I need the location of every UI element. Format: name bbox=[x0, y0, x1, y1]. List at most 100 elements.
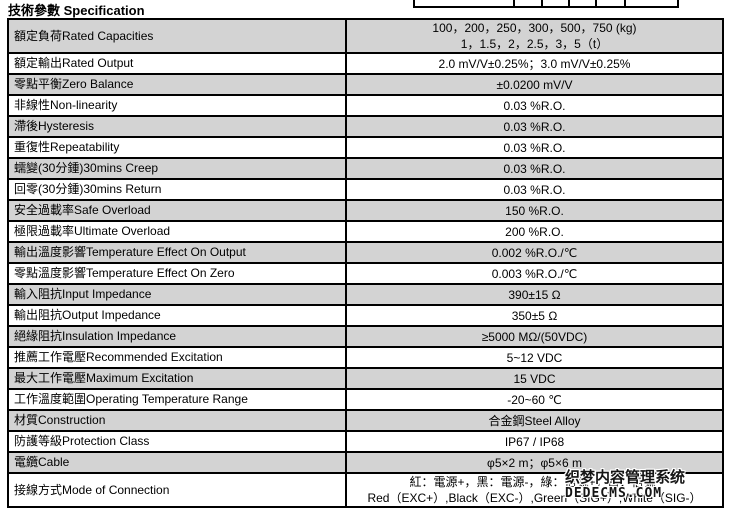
spec-row: 零點溫度影響Temperature Effect On Zero 0.003 %R… bbox=[7, 262, 724, 285]
spec-value-cell: 紅：電源+，黑：電源-，綠：信號+，白：信號- Red（EXC+）,Black（E… bbox=[345, 472, 724, 508]
spec-row: 安全過載率Safe Overload 150 %R.O. bbox=[7, 199, 724, 222]
spec-label-cell: 滯後Hysteresis bbox=[7, 115, 347, 138]
spec-label-cell: 蠕變(30分鍾)30mins Creep bbox=[7, 157, 347, 180]
spec-row: 滯後Hysteresis 0.03 %R.O. bbox=[7, 115, 724, 138]
spec-value-line: 5~12 VDC bbox=[506, 350, 563, 365]
spec-row: 極限過載率Ultimate Overload 200 %R.O. bbox=[7, 220, 724, 243]
spec-value-cell: 合金鋼Steel Alloy bbox=[345, 409, 724, 432]
spec-label-cell: 輸出阻抗Output Impedance bbox=[7, 304, 347, 327]
spec-value-cell: 150 %R.O. bbox=[345, 199, 724, 222]
spec-value-cell: 100，200，250，300，500，750 (kg) 1，1.5，2，2.5，… bbox=[345, 18, 724, 54]
spec-label-cell: 零點溫度影響Temperature Effect On Zero bbox=[7, 262, 347, 285]
spec-label-cell: 電纜Cable bbox=[7, 451, 347, 474]
spec-row: 防護等級Protection Class IP67 / IP68 bbox=[7, 430, 724, 453]
spec-value-cell: 0.03 %R.O. bbox=[345, 136, 724, 159]
cut-off-table-divider bbox=[513, 0, 515, 6]
spec-value-line: ±0.0200 mV/V bbox=[496, 77, 573, 92]
spec-label-cell: 非線性Non-linearity bbox=[7, 94, 347, 117]
spec-row: 電纜Cable φ5×2 m；φ5×6 m bbox=[7, 451, 724, 474]
spec-row: 重復性Repeatability 0.03 %R.O. bbox=[7, 136, 724, 159]
cut-off-table-divider bbox=[413, 0, 415, 6]
spec-value-cell: 0.003 %R.O./℃ bbox=[345, 262, 724, 285]
spec-value-cell: 0.002 %R.O./℃ bbox=[345, 241, 724, 264]
spec-value-cell: 15 VDC bbox=[345, 367, 724, 390]
spec-label-cell: 輸出溫度影響Temperature Effect On Output bbox=[7, 241, 347, 264]
spec-value-line: 100，200，250，300，500，750 (kg) bbox=[432, 21, 637, 35]
spec-row: 最大工作電壓Maximum Excitation 15 VDC bbox=[7, 367, 724, 390]
spec-label-cell: 防護等級Protection Class bbox=[7, 430, 347, 453]
spec-value-line: ≥5000 MΩ/(50VDC) bbox=[481, 329, 588, 344]
spec-row: 非線性Non-linearity 0.03 %R.O. bbox=[7, 94, 724, 117]
page-title: 技術參數 Specification bbox=[8, 3, 145, 18]
spec-row: 推薦工作電壓Recommended Excitation 5~12 VDC bbox=[7, 346, 724, 369]
spec-row: 絕緣阻抗Insulation Impedance ≥5000 MΩ/(50VDC) bbox=[7, 325, 724, 348]
spec-value-cell: 0.03 %R.O. bbox=[345, 157, 724, 180]
spec-row: 蠕變(30分鍾)30mins Creep 0.03 %R.O. bbox=[7, 157, 724, 180]
spec-value-cell: φ5×2 m；φ5×6 m bbox=[345, 451, 724, 474]
cut-off-table-divider bbox=[568, 0, 570, 6]
spec-value-line: 0.03 %R.O. bbox=[503, 98, 566, 113]
spec-label-cell: 工作溫度範圍Operating Temperature Range bbox=[7, 388, 347, 411]
spec-value-line: 350±5 Ω bbox=[511, 308, 558, 323]
spec-value-line: 2.0 mV/V±0.25%；3.0 mV/V±0.25% bbox=[438, 56, 631, 71]
spec-value-line: 0.03 %R.O. bbox=[503, 182, 566, 197]
cut-off-table-divider bbox=[541, 0, 543, 6]
spec-row: 輸出阻抗Output Impedance 350±5 Ω bbox=[7, 304, 724, 327]
spec-value-line: 0.03 %R.O. bbox=[503, 119, 566, 134]
spec-row: 額定負荷Rated Capacities 100，200，250，300，500，… bbox=[7, 18, 724, 54]
spec-value-line: 合金鋼Steel Alloy bbox=[488, 413, 581, 428]
spec-value-line: 390±15 Ω bbox=[508, 287, 561, 302]
specification-table: 額定負荷Rated Capacities 100，200，250，300，500，… bbox=[7, 18, 724, 508]
spec-value-cell: 390±15 Ω bbox=[345, 283, 724, 306]
watermark-text-cn: 织梦内容管理系统 bbox=[565, 469, 686, 486]
specification-table-body: 額定負荷Rated Capacities 100，200，250，300，500，… bbox=[7, 18, 724, 508]
spec-row: 工作溫度範圍Operating Temperature Range -20~60 … bbox=[7, 388, 724, 411]
cut-off-table-divider bbox=[624, 0, 626, 6]
spec-row: 輸入阻抗Input Impedance 390±15 Ω bbox=[7, 283, 724, 306]
spec-label-cell: 極限過載率Ultimate Overload bbox=[7, 220, 347, 243]
spec-value-line: 200 %R.O. bbox=[505, 224, 564, 239]
spec-value-line: IP67 / IP68 bbox=[504, 434, 565, 449]
spec-value-line: 150 %R.O. bbox=[505, 203, 564, 218]
spec-label-cell: 重復性Repeatability bbox=[7, 136, 347, 159]
spec-value-cell: 2.0 mV/V±0.25%；3.0 mV/V±0.25% bbox=[345, 52, 724, 75]
spec-value-cell: 0.03 %R.O. bbox=[345, 178, 724, 201]
cut-off-table-divider bbox=[595, 0, 597, 6]
spec-value-cell: ±0.0200 mV/V bbox=[345, 73, 724, 96]
cut-off-table-edge bbox=[413, 0, 679, 8]
spec-label-cell: 輸入阻抗Input Impedance bbox=[7, 283, 347, 306]
spec-value-line: 0.03 %R.O. bbox=[503, 161, 566, 176]
dedecms-watermark: 织梦内容管理系统 DEDECMS.COM bbox=[565, 469, 686, 502]
spec-value-cell: IP67 / IP68 bbox=[345, 430, 724, 453]
spec-row: 回零(30分鍾)30mins Return 0.03 %R.O. bbox=[7, 178, 724, 201]
spec-label-cell: 絕緣阻抗Insulation Impedance bbox=[7, 325, 347, 348]
spec-value-line: 1，1.5，2，2.5，3，5（t） bbox=[460, 37, 609, 51]
spec-value-line: 15 VDC bbox=[513, 371, 556, 386]
spec-value-cell: 200 %R.O. bbox=[345, 220, 724, 243]
spec-value-line: 0.03 %R.O. bbox=[503, 140, 566, 155]
spec-value-cell: 0.03 %R.O. bbox=[345, 115, 724, 138]
watermark-text-en: DEDECMS.COM bbox=[565, 486, 663, 501]
spec-label-cell: 額定負荷Rated Capacities bbox=[7, 18, 347, 54]
cut-off-table-divider bbox=[677, 0, 679, 6]
spec-value-line: φ5×2 m；φ5×6 m bbox=[487, 455, 582, 470]
spec-row: 輸出溫度影響Temperature Effect On Output 0.002 … bbox=[7, 241, 724, 264]
spec-value-line: Red（EXC+）,Black（EXC-）,Green（SIG+）,White（… bbox=[367, 491, 702, 505]
spec-label-cell: 接線方式Mode of Connection bbox=[7, 472, 347, 508]
spec-label-cell: 回零(30分鍾)30mins Return bbox=[7, 178, 347, 201]
spec-value-line: 0.003 %R.O./℃ bbox=[491, 266, 578, 281]
spec-value-cell: -20~60 ℃ bbox=[345, 388, 724, 411]
spec-value-cell: 0.03 %R.O. bbox=[345, 94, 724, 117]
spec-label-cell: 最大工作電壓Maximum Excitation bbox=[7, 367, 347, 390]
spec-row: 材質Construction 合金鋼Steel Alloy bbox=[7, 409, 724, 432]
spec-row: 接線方式Mode of Connection 紅：電源+，黑：電源-，綠：信號+，… bbox=[7, 472, 724, 508]
spec-value-line: 紅：電源+，黑：電源-，綠：信號+，白：信號- bbox=[409, 475, 660, 489]
spec-value-cell: 5~12 VDC bbox=[345, 346, 724, 369]
spec-label-cell: 額定輸出Rated Output bbox=[7, 52, 347, 75]
spec-label-cell: 安全過載率Safe Overload bbox=[7, 199, 347, 222]
spec-label-cell: 零點平衡Zero Balance bbox=[7, 73, 347, 96]
spec-value-line: 0.002 %R.O./℃ bbox=[491, 245, 578, 260]
spec-value-line: -20~60 ℃ bbox=[507, 392, 562, 407]
spec-value-cell: 350±5 Ω bbox=[345, 304, 724, 327]
